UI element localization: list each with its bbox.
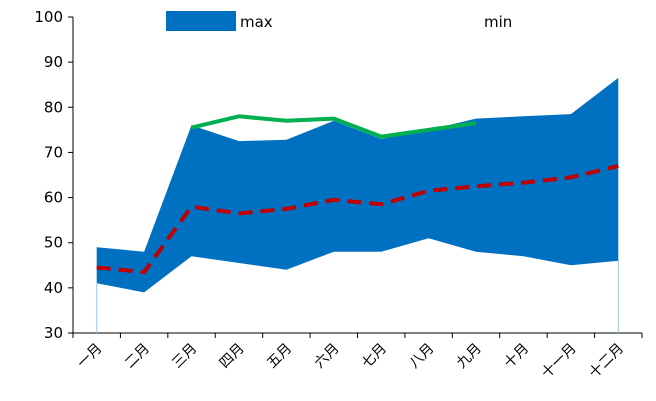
- x-category-label: 九月: [454, 341, 485, 372]
- y-tick-label: 60: [44, 189, 63, 207]
- y-tick-label: 90: [44, 53, 63, 71]
- x-category-label: 十月: [501, 341, 532, 372]
- line-layer: [96, 114, 619, 275]
- legend-swatch-max: [166, 11, 236, 31]
- x-category-label: 十一月: [539, 341, 580, 382]
- x-category-label: 十二月: [586, 341, 627, 382]
- max-min-band: [96, 77, 619, 293]
- y-tick-label: 70: [44, 143, 63, 161]
- dashed-red-line: [96, 164, 619, 275]
- legend-swatch-min: [410, 11, 480, 31]
- x-category-label: 二月: [122, 341, 153, 372]
- x-category-label: 八月: [406, 341, 437, 372]
- x-category-label: 六月: [312, 341, 343, 372]
- y-tick-label: 50: [44, 234, 63, 252]
- legend: max min: [166, 11, 512, 31]
- x-category-label: 一月: [74, 341, 105, 372]
- y-tick-label: 100: [34, 8, 63, 26]
- x-category-label: 七月: [359, 341, 390, 372]
- legend-label-min: min: [484, 13, 512, 31]
- legend-label-max: max: [240, 13, 273, 31]
- band-layer: [96, 77, 619, 333]
- x-category-label: 三月: [169, 341, 200, 372]
- x-category-label: 四月: [217, 341, 248, 372]
- x-category-label: 五月: [264, 341, 295, 372]
- y-tick-label: 80: [44, 98, 63, 116]
- y-tick-label: 40: [44, 279, 63, 297]
- y-tick-label: 30: [44, 324, 63, 342]
- axes-layer: [68, 16, 643, 338]
